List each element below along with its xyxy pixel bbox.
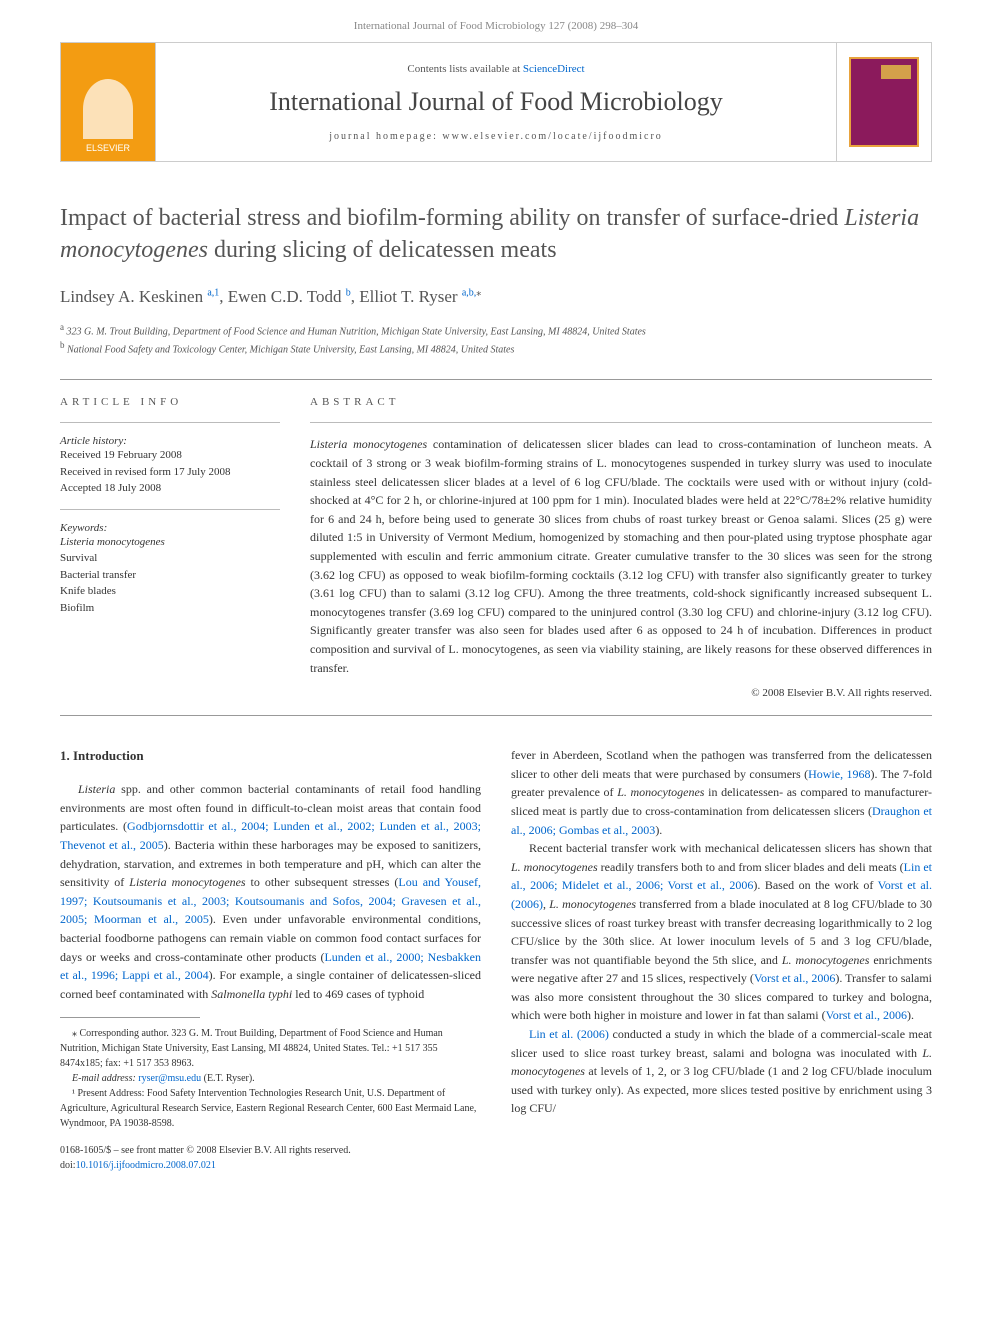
sciencedirect-link[interactable]: ScienceDirect (523, 63, 585, 75)
keyword-5: Biofilm (60, 600, 280, 617)
p3-t1: Recent bacterial transfer work with mech… (529, 841, 932, 855)
p1-italic3: Salmonella typhi (211, 987, 292, 1001)
intro-para-1: Listeria spp. and other common bacterial… (60, 780, 481, 1003)
abstract-body: contamination of delicatessen slicer bla… (310, 437, 932, 674)
doi-label: doi: (60, 1160, 76, 1171)
running-header: International Journal of Food Microbiolo… (0, 0, 992, 42)
keyword-4: Knife blades (60, 583, 280, 600)
info-divider (60, 422, 280, 423)
article-info: ARTICLE INFO Article history: Received 1… (60, 396, 280, 699)
journal-homepage: journal homepage: www.elsevier.com/locat… (329, 131, 663, 142)
publisher-logo: ELSEVIER (61, 43, 156, 161)
abstract-copyright: © 2008 Elsevier B.V. All rights reserved… (310, 687, 932, 699)
p2-t4: ). (655, 823, 662, 837)
p3-cite4[interactable]: Vorst et al., 2006 (826, 1008, 907, 1022)
intro-heading: 1. Introduction (60, 746, 481, 766)
front-matter-line: 0168-1605/$ – see front matter © 2008 El… (60, 1143, 481, 1158)
bottom-publication-info: 0168-1605/$ – see front matter © 2008 El… (60, 1143, 481, 1173)
keyword-3: Bacterial transfer (60, 567, 280, 584)
p3-t3: ). Based on the work of (753, 878, 877, 892)
corresponding-star: ⁎ (476, 287, 481, 298)
journal-title: International Journal of Food Microbiolo… (269, 87, 722, 117)
keyword-2: Survival (60, 550, 280, 567)
journal-banner: ELSEVIER Contents lists available at Sci… (60, 42, 932, 162)
elsevier-tree-icon (83, 79, 133, 139)
abstract-text: Listeria monocytogenes contamination of … (310, 435, 932, 677)
contents-available: Contents lists available at ScienceDirec… (407, 63, 584, 75)
publisher-name: ELSEVIER (86, 143, 130, 153)
intro-para-4: Lin et al. (2006) conducted a study in w… (511, 1025, 932, 1118)
corresponding-footnote: ⁎ Corresponding author. 323 G. M. Trout … (60, 1026, 481, 1071)
email-link[interactable]: ryser@msu.edu (138, 1073, 201, 1084)
p3-italic3: L. monocytogenes (782, 953, 870, 967)
p3-italic2: L. monocytogenes (549, 897, 636, 911)
abstract-italic-lead: Listeria monocytogenes (310, 437, 427, 451)
abstract-heading: ABSTRACT (310, 396, 932, 408)
column-left: 1. Introduction Listeria spp. and other … (60, 746, 481, 1173)
p3-t2: readily transfers both to and from slice… (598, 860, 904, 874)
title-block: Impact of bacterial stress and biofilm-f… (60, 202, 932, 357)
section-divider (60, 715, 932, 716)
history-label: Article history: (60, 435, 280, 447)
p2-cite1[interactable]: Howie, 1968 (808, 767, 870, 781)
doi-link[interactable]: 10.1016/j.ijfoodmicro.2008.07.021 (76, 1160, 216, 1171)
affiliations: a 323 G. M. Trout Building, Department o… (60, 321, 932, 358)
affiliation-b: b National Food Safety and Toxicology Ce… (60, 339, 932, 357)
affiliation-a: a 323 G. M. Trout Building, Department o… (60, 321, 932, 339)
author-1-affil: a,1 (207, 287, 219, 298)
p2-italic1: L. monocytogenes (617, 785, 704, 799)
section-divider (60, 379, 932, 380)
p3-italic1: L. monocytogenes (511, 860, 598, 874)
contents-prefix: Contents lists available at (407, 63, 522, 75)
article-title: Impact of bacterial stress and biofilm-f… (60, 202, 932, 267)
p3-t8: ). (907, 1008, 914, 1022)
author-2: , Ewen C.D. Todd (219, 287, 345, 306)
title-part2: during slicing of delicatessen meats (208, 237, 557, 263)
p4-cite1[interactable]: Lin et al. (2006) (529, 1027, 609, 1041)
accepted-date: Accepted 18 July 2008 (60, 480, 280, 497)
journal-cover-icon (849, 57, 919, 147)
affil-a-text: 323 G. M. Trout Building, Department of … (67, 326, 646, 337)
p1-italic1: Listeria (78, 782, 115, 796)
intro-para-2: fever in Aberdeen, Scotland when the pat… (511, 746, 932, 839)
revised-date: Received in revised form 17 July 2008 (60, 464, 280, 481)
banner-center: Contents lists available at ScienceDirec… (156, 43, 836, 161)
article-info-heading: ARTICLE INFO (60, 396, 280, 408)
email-footnote: E-mail address: ryser@msu.edu (E.T. Ryse… (60, 1071, 481, 1086)
p1-t3: to other subsequent stresses ( (246, 875, 399, 889)
cover-thumbnail-box (836, 43, 931, 161)
author-list: Lindsey A. Keskinen a,1, Ewen C.D. Todd … (60, 287, 932, 307)
email-label: E-mail address: (72, 1073, 138, 1084)
email-who: (E.T. Ryser). (201, 1073, 255, 1084)
author-1: Lindsey A. Keskinen (60, 287, 207, 306)
info-divider (60, 509, 280, 510)
info-abstract-row: ARTICLE INFO Article history: Received 1… (60, 396, 932, 699)
p3-cite3[interactable]: Vorst et al., 2006 (754, 971, 835, 985)
received-date: Received 19 February 2008 (60, 447, 280, 464)
title-part1: Impact of bacterial stress and biofilm-f… (60, 205, 844, 231)
keyword-1: Listeria monocytogenes (60, 534, 280, 551)
keywords-label: Keywords: (60, 522, 280, 534)
footnote-divider (60, 1017, 200, 1018)
p1-t6: led to 469 cases of typhoid (292, 987, 424, 1001)
footnotes: ⁎ Corresponding author. 323 G. M. Trout … (60, 1026, 481, 1131)
body-columns: 1. Introduction Listeria spp. and other … (60, 746, 932, 1173)
abstract: ABSTRACT Listeria monocytogenes contamin… (310, 396, 932, 699)
author-3: , Elliot T. Ryser (351, 287, 462, 306)
author-3-affil: a,b, (462, 287, 476, 298)
column-right: fever in Aberdeen, Scotland when the pat… (511, 746, 932, 1173)
intro-para-3: Recent bacterial transfer work with mech… (511, 839, 932, 1025)
doi-line: doi:10.1016/j.ijfoodmicro.2008.07.021 (60, 1158, 481, 1173)
affil-b-text: National Food Safety and Toxicology Cent… (67, 344, 514, 355)
present-address-footnote: ¹ Present Address: Food Safety Intervent… (60, 1086, 481, 1131)
abstract-divider (310, 422, 932, 423)
p1-italic2: Listeria monocytogenes (129, 875, 245, 889)
